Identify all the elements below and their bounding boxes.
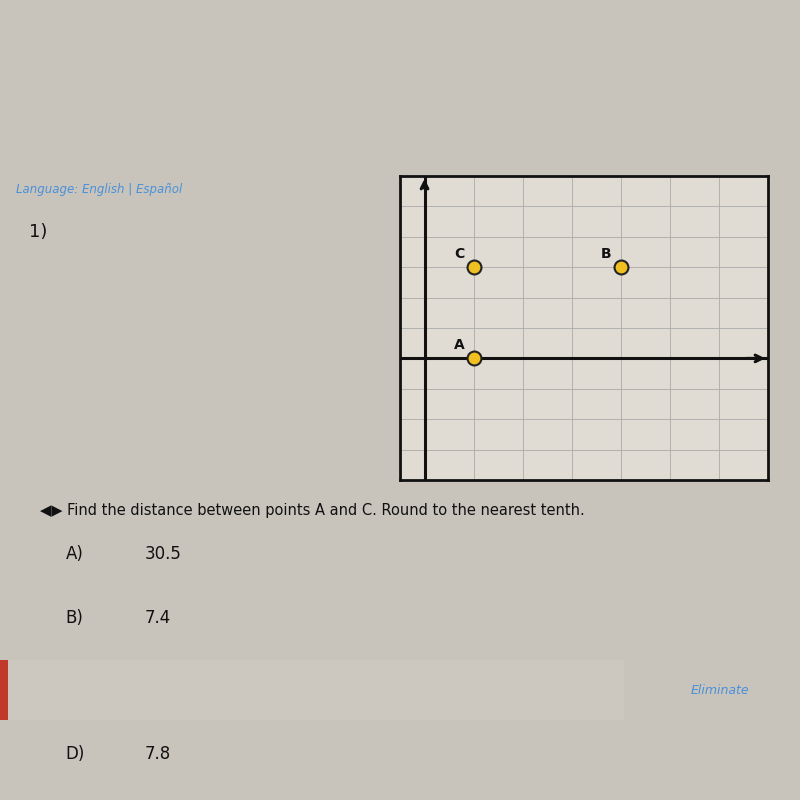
Text: ◀▶ Find the distance between points A and C. Round to the nearest tenth.: ◀▶ Find the distance between points A an… [40,502,585,518]
Point [467,352,480,365]
Text: Eliminate: Eliminate [690,683,750,697]
Text: A): A) [66,545,83,563]
Text: 30.5: 30.5 [144,545,181,563]
Text: Language: English | Español: Language: English | Español [16,183,182,197]
Text: B): B) [66,609,83,627]
Text: 7.8: 7.8 [144,745,170,763]
Text: 7.4: 7.4 [144,609,170,627]
Text: D): D) [66,745,85,763]
Text: C: C [454,247,464,261]
Text: 11: 11 [144,681,166,699]
Text: B: B [601,247,612,261]
Point [614,261,627,274]
Point [467,261,480,274]
Text: 1): 1) [29,223,47,241]
Text: C): C) [66,681,84,699]
Text: A: A [454,338,465,352]
